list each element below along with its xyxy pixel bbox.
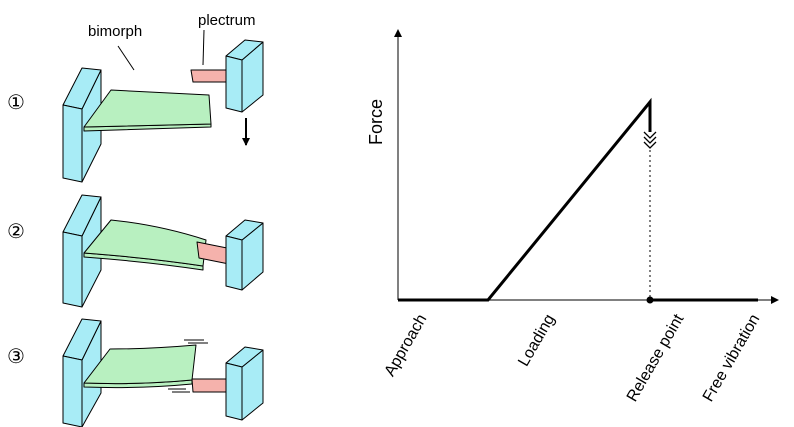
step-3-label: ③ [7,346,25,368]
step-3-illustration [62,318,264,427]
plectrum [190,69,229,83]
bimorph-pointer [117,45,135,71]
phase-labels: Approach Loading Release point Free vibrati… [381,311,763,405]
release-point-marker [646,296,654,304]
phase-label: Release point [624,311,688,405]
pluck-diagram: ① ② ③ bimorph plectrum [7,12,264,427]
plectrum [191,378,229,393]
force-chart: Force Approach Loading Release point Free v… [366,29,779,405]
release-arrow-chevron [643,136,657,144]
phase-label: Loading [515,312,558,370]
step-2-label: ② [7,221,25,243]
step-1-illustration [62,39,264,183]
release-arrow [643,131,657,149]
release-arrow-chevron [643,141,657,149]
y-axis-label: Force [366,99,386,145]
vibration-marks [168,339,208,393]
plectrum-pointer [202,29,205,66]
step-2-illustration [62,194,264,308]
step-1-label: ① [7,92,25,114]
phase-label: Approach [381,312,430,380]
phase-label: Free vibration [700,312,764,405]
plectrum-label: plectrum [198,12,256,29]
release-arrow-chevron [643,131,657,139]
bimorph-label: bimorph [88,23,142,40]
force-series-line [398,97,758,302]
